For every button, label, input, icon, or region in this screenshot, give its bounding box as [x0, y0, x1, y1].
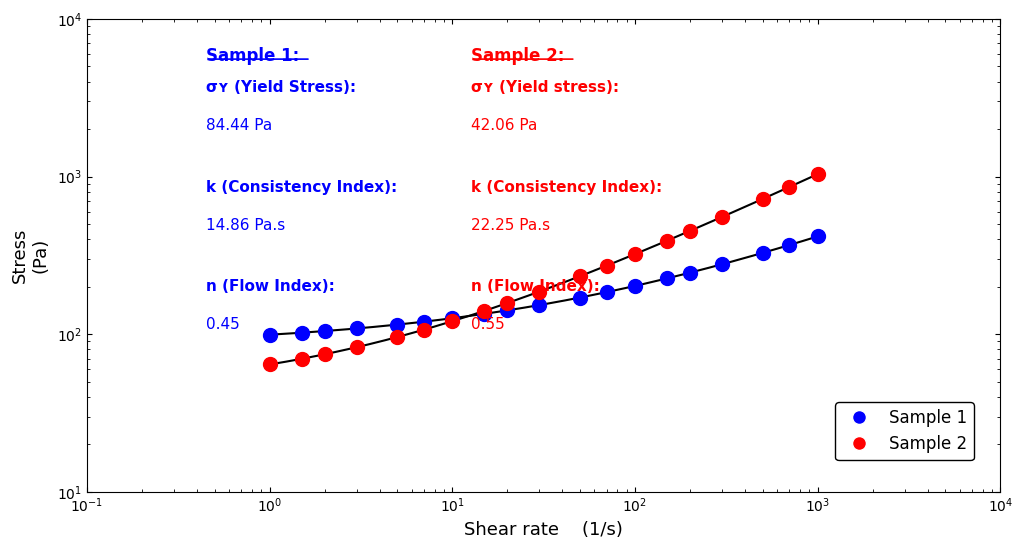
Text: 0.45: 0.45: [206, 317, 240, 332]
Sample 2: [389, 333, 406, 342]
Text: n (Flow Index):: n (Flow Index):: [206, 279, 335, 294]
Sample 2: [781, 183, 798, 191]
Text: 84.44 Pa: 84.44 Pa: [206, 118, 272, 133]
Legend: Sample 1, Sample 2: Sample 1, Sample 2: [836, 402, 974, 460]
Sample 2: [416, 325, 432, 334]
Text: 0.55: 0.55: [471, 317, 505, 332]
Sample 2: [809, 170, 825, 179]
Sample 1: [261, 331, 278, 339]
Sample 1: [627, 282, 643, 290]
X-axis label: Shear rate    (1/s): Shear rate (1/s): [464, 521, 623, 539]
Sample 1: [316, 327, 333, 336]
Sample 1: [444, 314, 461, 323]
Sample 1: [416, 317, 432, 326]
Sample 2: [714, 212, 730, 221]
Sample 2: [531, 287, 548, 296]
Sample 2: [571, 272, 588, 280]
Text: n (Flow Index):: n (Flow Index):: [471, 279, 599, 294]
Sample 2: [316, 350, 333, 359]
Sample 1: [348, 324, 365, 333]
Sample 2: [598, 261, 614, 270]
Sample 1: [598, 288, 614, 296]
Sample 2: [682, 227, 698, 235]
Sample 2: [499, 299, 515, 307]
Sample 1: [571, 293, 588, 302]
Sample 2: [348, 343, 365, 351]
Text: k (Consistency Index):: k (Consistency Index):: [471, 180, 662, 195]
Sample 2: [294, 354, 310, 363]
Sample 1: [476, 310, 493, 318]
Sample 1: [755, 249, 771, 257]
Sample 1: [658, 274, 675, 283]
Text: 14.86 Pa.s: 14.86 Pa.s: [206, 218, 285, 233]
Sample 1: [714, 260, 730, 268]
Text: 22.25 Pa.s: 22.25 Pa.s: [471, 218, 550, 233]
Sample 1: [499, 306, 515, 315]
Y-axis label: Stress
(Pa): Stress (Pa): [11, 228, 50, 283]
Text: σʏ (Yield Stress):: σʏ (Yield Stress):: [206, 80, 356, 95]
Sample 2: [755, 195, 771, 204]
Sample 1: [531, 301, 548, 310]
Sample 1: [389, 320, 406, 329]
Text: σʏ (Yield stress):: σʏ (Yield stress):: [471, 80, 618, 95]
Sample 2: [444, 317, 461, 326]
Text: Sample 1:: Sample 1:: [206, 47, 299, 65]
Sample 2: [261, 360, 278, 369]
Text: Sample 2:: Sample 2:: [471, 47, 564, 65]
Sample 1: [781, 241, 798, 250]
Sample 2: [476, 306, 493, 315]
Sample 2: [627, 250, 643, 258]
Text: k (Consistency Index):: k (Consistency Index):: [206, 180, 397, 195]
Sample 2: [658, 236, 675, 245]
Sample 1: [809, 232, 825, 241]
Sample 1: [294, 328, 310, 337]
Sample 1: [682, 268, 698, 277]
Text: 42.06 Pa: 42.06 Pa: [471, 118, 537, 133]
